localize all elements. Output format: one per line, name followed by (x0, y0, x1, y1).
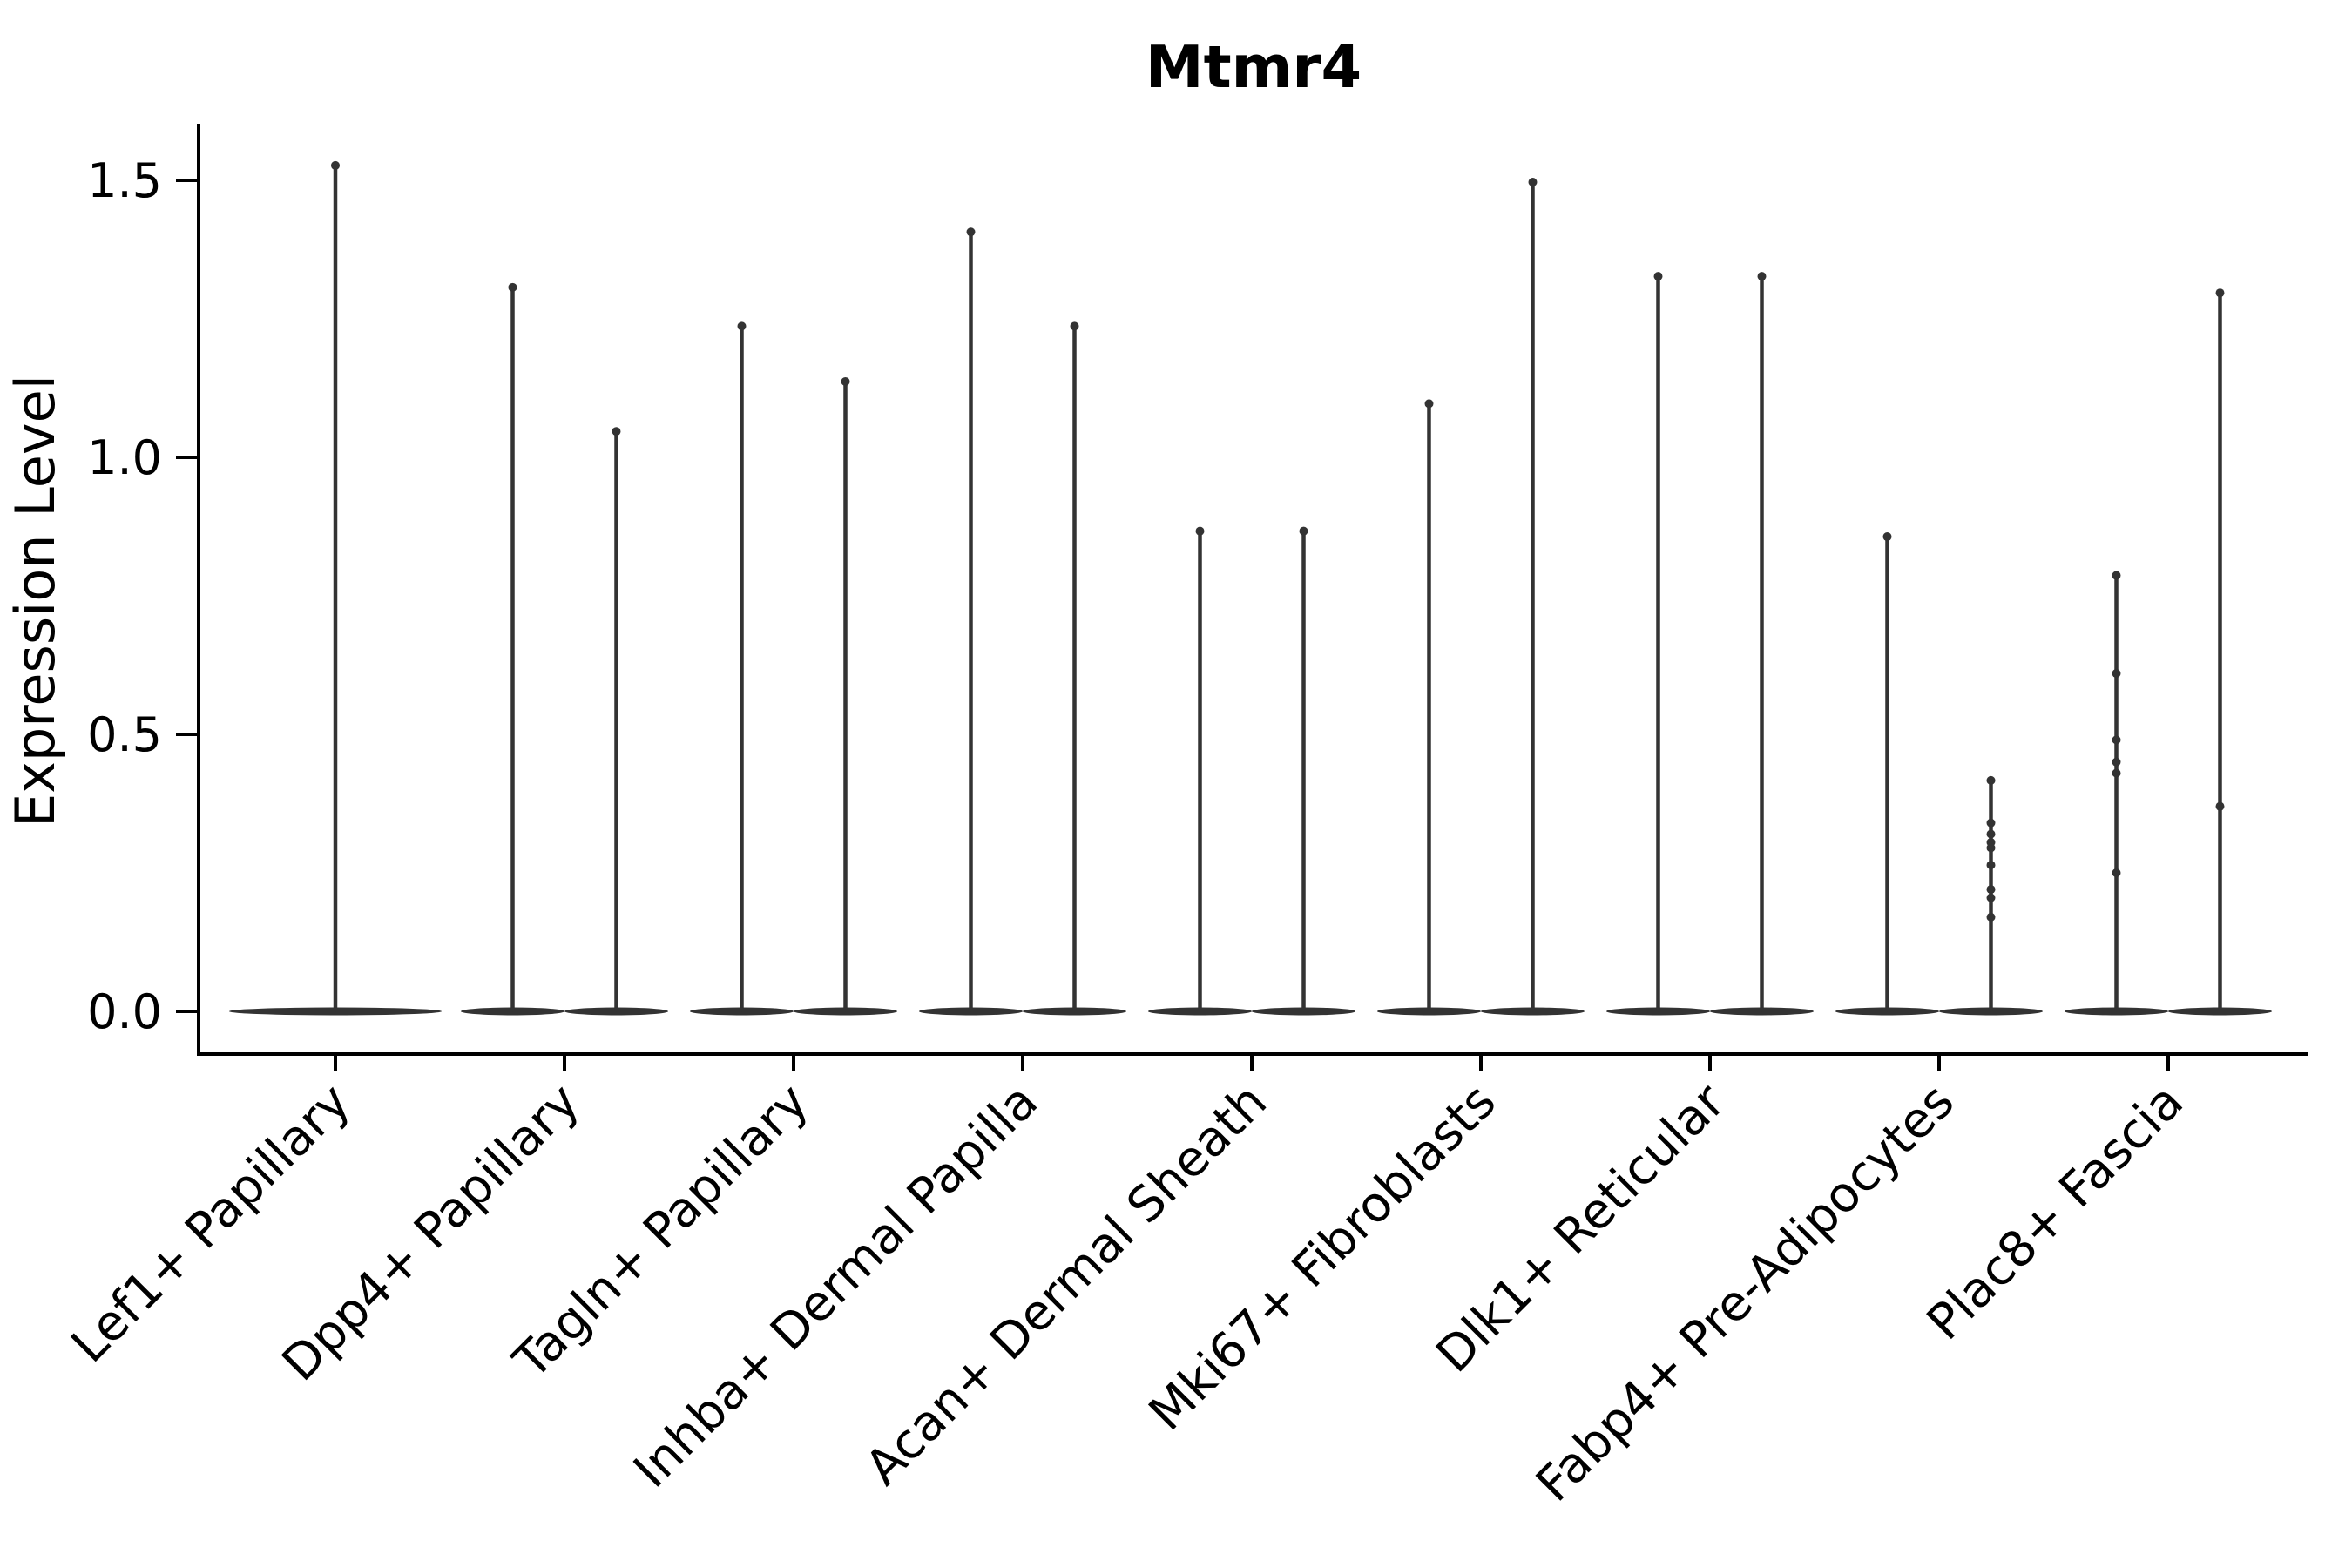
violin (1148, 526, 1252, 1016)
violin-spike-tip (1070, 321, 1079, 331)
violin (2065, 571, 2168, 1016)
jitter-dot (2112, 768, 2121, 778)
y-tick-label: 0.5 (87, 707, 162, 762)
violin (794, 376, 897, 1016)
y-ticks-layer: 0.0 0.5 1.0 1.5 (87, 153, 199, 1039)
violin (2168, 288, 2272, 1016)
jitter-dot (2112, 669, 2121, 679)
jitter-dot (1986, 843, 1996, 853)
x-tick-label: Acan+ Dermal Sheath (855, 1073, 1278, 1497)
jitter-dot (2112, 757, 2121, 767)
jitter-dot (1986, 861, 1996, 870)
violin (229, 160, 442, 1016)
violin (1606, 272, 1710, 1016)
violin (690, 321, 794, 1016)
y-tick-label: 1.5 (87, 153, 162, 208)
y-tick-label: 0.0 (87, 984, 162, 1039)
violin (1252, 526, 1355, 1016)
jitter-dot (1986, 893, 1996, 902)
violin (1939, 775, 2043, 1016)
violin (1377, 399, 1481, 1016)
violin (1481, 178, 1585, 1016)
violin-spike-tip (612, 427, 621, 436)
violin (1835, 532, 1939, 1016)
violin-spike-tip (1653, 272, 1663, 281)
violin (1710, 272, 1814, 1016)
violins-layer (229, 160, 2272, 1016)
violin-spike-tip (1424, 399, 1434, 409)
x-tick-label: Fabp4+ Pre-Adipocytes (1525, 1073, 1965, 1513)
jitter-dot (2215, 801, 2225, 811)
jitter-dot (2112, 868, 2121, 877)
violin-spike-tip (508, 282, 517, 292)
violin (919, 227, 1023, 1016)
violin (1023, 321, 1126, 1016)
jitter-dot (1986, 818, 1996, 828)
violin (564, 427, 668, 1016)
y-tick-label: 1.0 (87, 430, 162, 485)
violin (461, 282, 564, 1016)
chart-title: Mtmr4 (1146, 33, 1362, 101)
violin-spike-tip (1299, 526, 1308, 536)
jitter-dot (2112, 735, 2121, 745)
violin-spike-tip (966, 227, 976, 237)
jitter-dot (1986, 829, 1996, 839)
violin-spike-tip (841, 376, 850, 386)
violin-spike-tip (1882, 532, 1892, 542)
violin-spike-tip (1757, 272, 1767, 281)
violin-spike-tip (2112, 571, 2121, 580)
x-tick-label: Inhba+ Dermal Papilla (623, 1073, 1049, 1499)
jitter-dot (1986, 912, 1996, 922)
violin-spike-tip (1528, 178, 1538, 186)
y-axis-label: Expression Level (3, 375, 67, 828)
violin-spike-tip (737, 321, 747, 331)
violin-spike-tip (1195, 526, 1205, 536)
violin-spike-tip (2215, 288, 2225, 298)
violin-spike-tip (331, 160, 340, 170)
jitter-dot (1986, 885, 1996, 895)
violin-spike-tip (1986, 775, 1996, 785)
